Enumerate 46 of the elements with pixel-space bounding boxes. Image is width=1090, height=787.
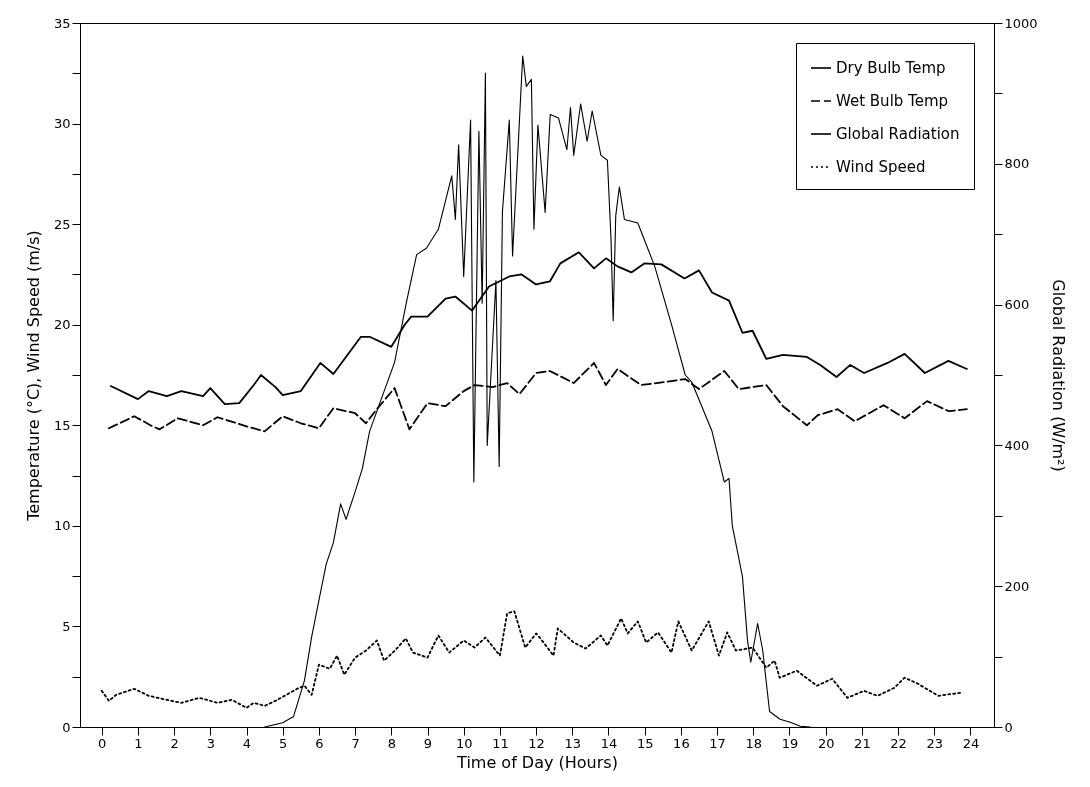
y-tick-label: 15 [53,417,71,433]
legend-label: Wet Bulb Temp [836,92,949,110]
y-tick-label: 5 [62,618,71,634]
y2-tick-label: 800 [1004,156,1030,172]
y2-tick-label: 200 [1004,578,1030,594]
legend-label: Global Radiation [836,125,960,143]
x-tick-label: 8 [387,735,396,751]
x-tick-label: 7 [351,735,360,751]
x-axis-title: Time of Day (Hours) [456,752,618,772]
x-tick-label: 24 [962,735,980,751]
x-tick-label: 22 [890,735,907,751]
x-tick-label: 0 [98,735,107,751]
x-tick-label: 19 [781,735,799,751]
legend-label: Wind Speed [836,158,926,176]
x-tick-label: 15 [636,735,654,751]
x-tick-label: 18 [745,735,763,751]
y2-tick-label: 600 [1004,297,1030,313]
x-tick-label: 6 [315,735,324,751]
x-tick-label: 4 [242,735,252,751]
x-tick-label: 9 [423,735,433,751]
y-tick-label: 30 [53,116,71,132]
x-tick-label: 5 [279,735,288,751]
x-tick-label: 1 [134,735,143,751]
x-tick-label: 17 [709,735,726,751]
y2-axis-title: Global Radiation (W/m²) [1048,279,1068,472]
y2-tick-label: 400 [1004,437,1030,453]
x-tick-label: 23 [926,735,944,751]
x-tick-label: 10 [455,735,473,751]
y-tick-label: 25 [53,216,71,232]
x-tick-label: 13 [564,735,582,751]
x-tick-label: 16 [673,735,690,751]
y-tick-label: 35 [53,15,71,31]
y2-tick-label: 1000 [1004,15,1038,31]
x-tick-label: 2 [170,735,179,751]
y-tick-label: 10 [53,518,71,534]
y-tick-label: 0 [62,719,71,735]
y2-tick-label: 0 [1004,719,1013,735]
x-tick-label: 21 [854,735,871,751]
y-axis-title: Temperature (°C), Wind Speed (m/s) [23,230,43,522]
y-tick-label: 20 [53,317,71,333]
legend-label: Dry Bulb Temp [836,59,946,77]
x-tick-label: 3 [206,735,215,751]
x-tick-label: 12 [528,735,545,751]
x-tick-label: 20 [817,735,835,751]
x-tick-label: 11 [492,735,509,751]
x-tick-label: 14 [600,735,618,751]
